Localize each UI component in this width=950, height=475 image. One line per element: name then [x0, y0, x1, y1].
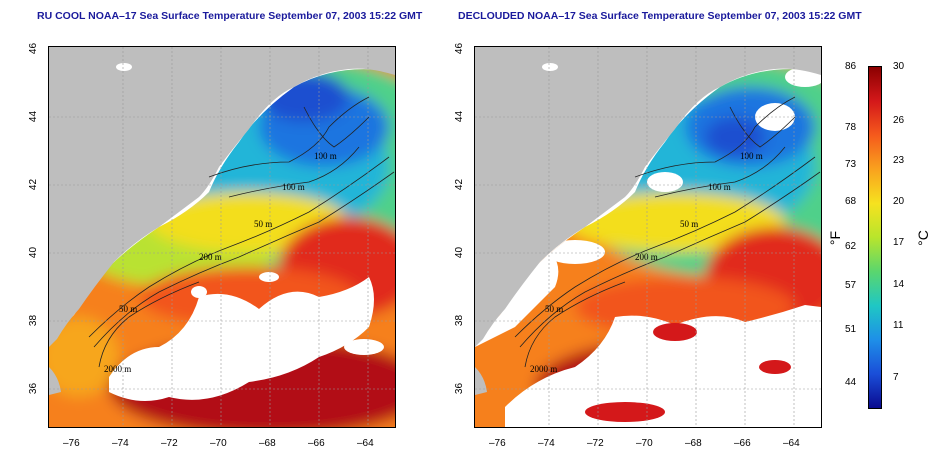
contour-label-50m-b: 50 m [545, 304, 563, 314]
x-tick: –64 [783, 438, 800, 449]
contour-label-100m-a: 100 m [314, 151, 337, 161]
x-tick: –76 [63, 438, 80, 449]
contour-label-50m-a: 50 m [680, 219, 698, 229]
contour-label-200m: 200 m [199, 252, 222, 262]
celsius-tick: 23 [893, 155, 904, 166]
x-tick: –68 [259, 438, 276, 449]
fahrenheit-tick: 62 [845, 241, 856, 252]
celsius-tick: 26 [893, 115, 904, 126]
x-tick: –66 [308, 438, 325, 449]
contour-label-100m-b: 100 m [708, 182, 731, 192]
contour-label-100m-a: 100 m [740, 151, 763, 161]
right-map-title: DECLOUDED NOAA–17 Sea Surface Temperatur… [458, 10, 862, 22]
x-tick: –72 [587, 438, 604, 449]
y-tick: 42 [454, 179, 465, 190]
y-tick: 36 [454, 383, 465, 394]
x-tick: –72 [161, 438, 178, 449]
contour-label-2000m: 2000 m [104, 364, 131, 374]
fahrenheit-unit-label: °F [827, 231, 843, 245]
contour-label-100m-b: 100 m [282, 182, 305, 192]
fahrenheit-tick: 78 [845, 122, 856, 133]
fahrenheit-tick: 73 [845, 159, 856, 170]
left-sst-map: 100 m 100 m 50 m 200 m 50 m 2000 m [48, 46, 396, 428]
y-tick: 36 [28, 383, 39, 394]
contour-label-50m-a: 50 m [254, 219, 272, 229]
fahrenheit-tick: 44 [845, 377, 856, 388]
y-tick: 44 [28, 111, 39, 122]
contour-label-50m-b: 50 m [119, 304, 137, 314]
celsius-tick: 11 [893, 320, 903, 331]
fahrenheit-tick: 68 [845, 196, 856, 207]
celsius-unit-label: °C [915, 230, 931, 246]
x-tick: –70 [636, 438, 653, 449]
contour-label-200m: 200 m [635, 252, 658, 262]
y-tick: 44 [454, 111, 465, 122]
left-map-title: RU COOL NOAA–17 Sea Surface Temperature … [37, 10, 422, 22]
x-tick: –64 [357, 438, 374, 449]
x-tick: –74 [112, 438, 129, 449]
y-tick: 46 [454, 43, 465, 54]
x-tick: –66 [734, 438, 751, 449]
y-tick: 46 [28, 43, 39, 54]
fahrenheit-tick: 57 [845, 280, 856, 291]
y-tick: 38 [28, 315, 39, 326]
right-sst-map: 100 m 100 m 50 m 200 m 50 m 2000 m [474, 46, 822, 428]
celsius-tick: 7 [893, 372, 899, 383]
y-tick: 40 [28, 247, 39, 258]
contour-label-2000m: 2000 m [530, 364, 557, 374]
fahrenheit-tick: 51 [845, 324, 856, 335]
celsius-tick: 14 [893, 279, 904, 290]
y-tick: 38 [454, 315, 465, 326]
fahrenheit-tick: 86 [845, 61, 856, 72]
celsius-tick: 30 [893, 61, 904, 72]
x-tick: –68 [685, 438, 702, 449]
y-tick: 40 [454, 247, 465, 258]
x-tick: –76 [489, 438, 506, 449]
x-tick: –74 [538, 438, 555, 449]
celsius-tick: 17 [893, 237, 904, 248]
y-tick: 42 [28, 179, 39, 190]
temperature-colorbar [868, 66, 882, 409]
x-tick: –70 [210, 438, 227, 449]
celsius-tick: 20 [893, 196, 904, 207]
